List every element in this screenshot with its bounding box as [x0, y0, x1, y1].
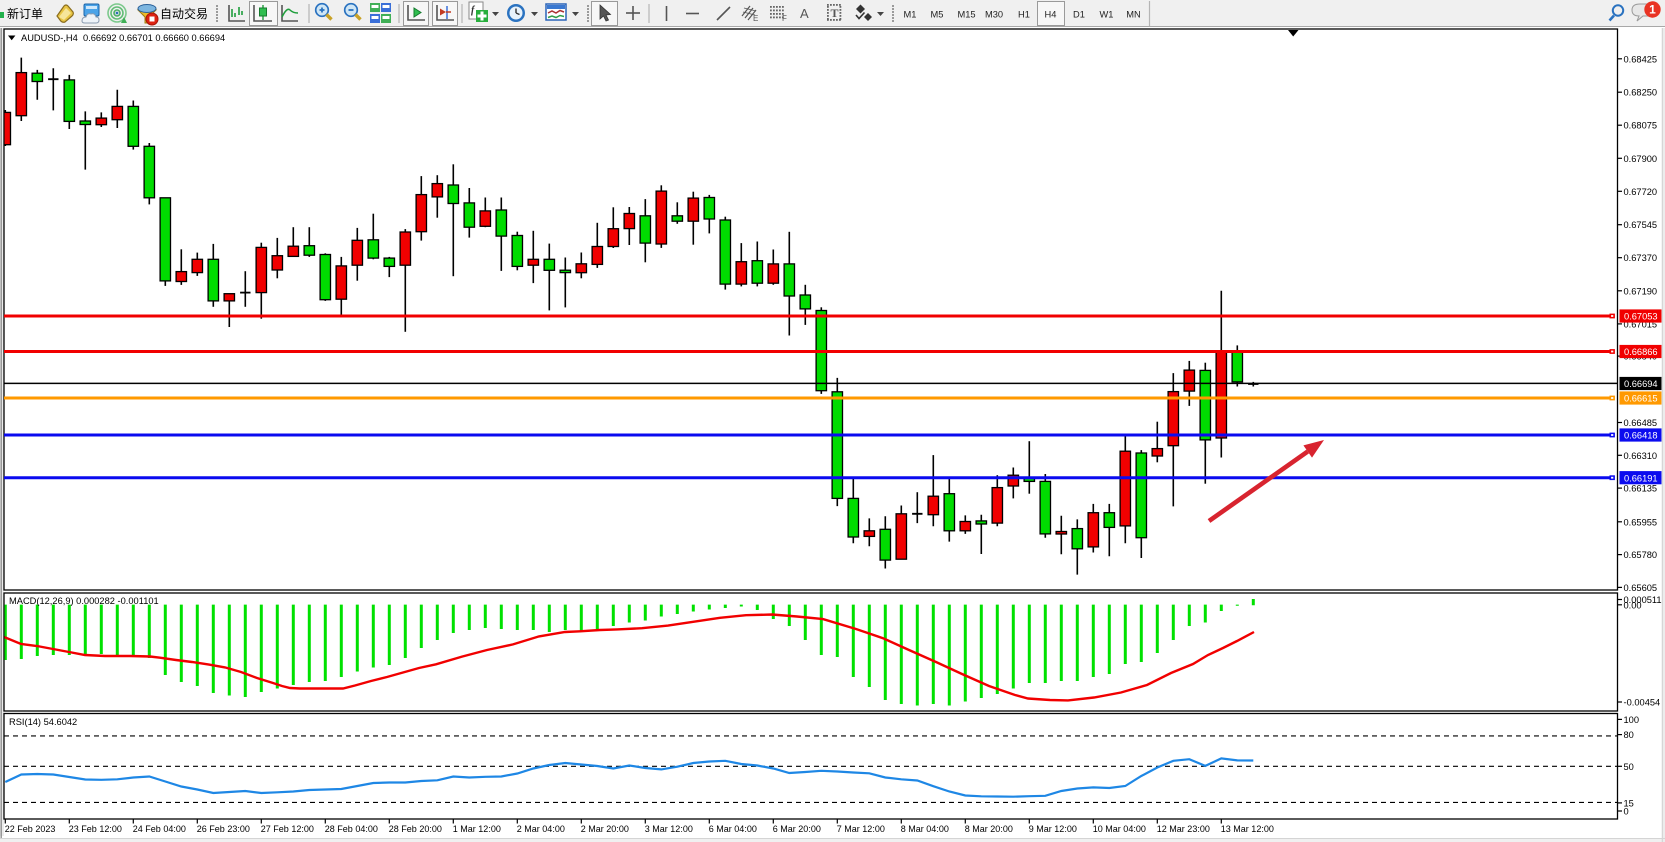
svg-text:0.66191: 0.66191: [1624, 473, 1658, 483]
svg-text:M15: M15: [957, 10, 975, 20]
svg-text:AUDUSD-,H4 0.66692 0.66701 0.: AUDUSD-,H4 0.66692 0.66701 0.66660 0.666…: [21, 33, 225, 43]
svg-text:10 Mar 04:00: 10 Mar 04:00: [1093, 824, 1146, 834]
svg-text:0.67900: 0.67900: [1624, 154, 1658, 164]
svg-text:100: 100: [1624, 715, 1640, 725]
svg-text:2 Mar 04:00: 2 Mar 04:00: [517, 824, 565, 834]
svg-text:0.000511: 0.000511: [1624, 595, 1662, 605]
svg-text:0.67190: 0.67190: [1624, 286, 1658, 296]
svg-text:W1: W1: [1100, 10, 1114, 20]
svg-text:f: f: [471, 5, 476, 16]
svg-text:0.66485: 0.66485: [1624, 418, 1658, 428]
svg-text:0.00: 0.00: [1624, 600, 1642, 610]
svg-text:0.67053: 0.67053: [1624, 312, 1658, 322]
svg-text:0.66418: 0.66418: [1624, 431, 1658, 441]
svg-text:0.65780: 0.65780: [1624, 550, 1658, 560]
svg-text:H1: H1: [1018, 10, 1030, 20]
svg-text:0.65605: 0.65605: [1624, 583, 1658, 593]
svg-text:0.67015: 0.67015: [1624, 319, 1658, 329]
svg-text:-0.00454: -0.00454: [1624, 698, 1661, 708]
svg-text:0.68250: 0.68250: [1624, 88, 1658, 98]
svg-text:8 Mar 20:00: 8 Mar 20:00: [965, 824, 1013, 834]
svg-text:0.66866: 0.66866: [1624, 347, 1658, 357]
svg-text:M30: M30: [985, 10, 1003, 20]
svg-text:RSI(14) 54.6042: RSI(14) 54.6042: [9, 717, 77, 727]
svg-text:22 Feb 2023: 22 Feb 2023: [5, 824, 56, 834]
svg-text:27 Feb 12:00: 27 Feb 12:00: [261, 824, 314, 834]
svg-text:M1: M1: [904, 10, 917, 20]
svg-text:0.67545: 0.67545: [1624, 220, 1658, 230]
svg-text:新订单: 新订单: [7, 6, 43, 21]
svg-text:0.65955: 0.65955: [1624, 517, 1658, 527]
svg-text:3 Mar 12:00: 3 Mar 12:00: [645, 824, 693, 834]
svg-text:T: T: [831, 6, 839, 20]
svg-text:7 Mar 12:00: 7 Mar 12:00: [837, 824, 885, 834]
svg-text:6 Mar 20:00: 6 Mar 20:00: [773, 824, 821, 834]
svg-text:80: 80: [1624, 730, 1634, 740]
svg-text:1: 1: [1649, 3, 1656, 17]
svg-text:M5: M5: [931, 10, 944, 20]
svg-text:0.68425: 0.68425: [1624, 54, 1658, 64]
svg-text:15: 15: [1624, 798, 1634, 808]
svg-text:28 Feb 04:00: 28 Feb 04:00: [325, 824, 378, 834]
svg-text:12 Mar 23:00: 12 Mar 23:00: [1157, 824, 1210, 834]
svg-text:MN: MN: [1126, 10, 1140, 20]
svg-text:9 Mar 12:00: 9 Mar 12:00: [1029, 824, 1077, 834]
svg-text:6 Mar 04:00: 6 Mar 04:00: [709, 824, 757, 834]
svg-text:0.67720: 0.67720: [1624, 187, 1658, 197]
svg-text:0.68075: 0.68075: [1624, 121, 1658, 131]
svg-text:1 Mar 12:00: 1 Mar 12:00: [453, 824, 501, 834]
svg-text:50: 50: [1624, 762, 1634, 772]
svg-text:23 Feb 12:00: 23 Feb 12:00: [69, 824, 122, 834]
svg-text:MACD(12,26,9) 0.000282 -0.0011: MACD(12,26,9) 0.000282 -0.001101: [9, 596, 159, 606]
svg-text:0.66694: 0.66694: [1624, 379, 1658, 389]
svg-text:A: A: [800, 6, 809, 21]
svg-text:13 Mar 12:00: 13 Mar 12:00: [1221, 824, 1274, 834]
svg-text:0.66615: 0.66615: [1624, 394, 1658, 404]
svg-text:0.66310: 0.66310: [1624, 451, 1658, 461]
svg-text:0: 0: [1624, 807, 1629, 817]
svg-text:2 Mar 20:00: 2 Mar 20:00: [581, 824, 629, 834]
svg-text:E: E: [753, 14, 758, 23]
svg-text:H4: H4: [1045, 10, 1057, 20]
svg-text:自动交易: 自动交易: [160, 6, 208, 21]
svg-text:D1: D1: [1073, 10, 1085, 20]
svg-text:26 Feb 23:00: 26 Feb 23:00: [197, 824, 250, 834]
svg-text:24 Feb 04:00: 24 Feb 04:00: [133, 824, 186, 834]
svg-text:8 Mar 04:00: 8 Mar 04:00: [901, 824, 949, 834]
svg-text:0.66135: 0.66135: [1624, 484, 1658, 494]
svg-text:F: F: [782, 14, 787, 23]
svg-text:0.67370: 0.67370: [1624, 253, 1658, 263]
svg-text:28 Feb 20:00: 28 Feb 20:00: [389, 824, 442, 834]
